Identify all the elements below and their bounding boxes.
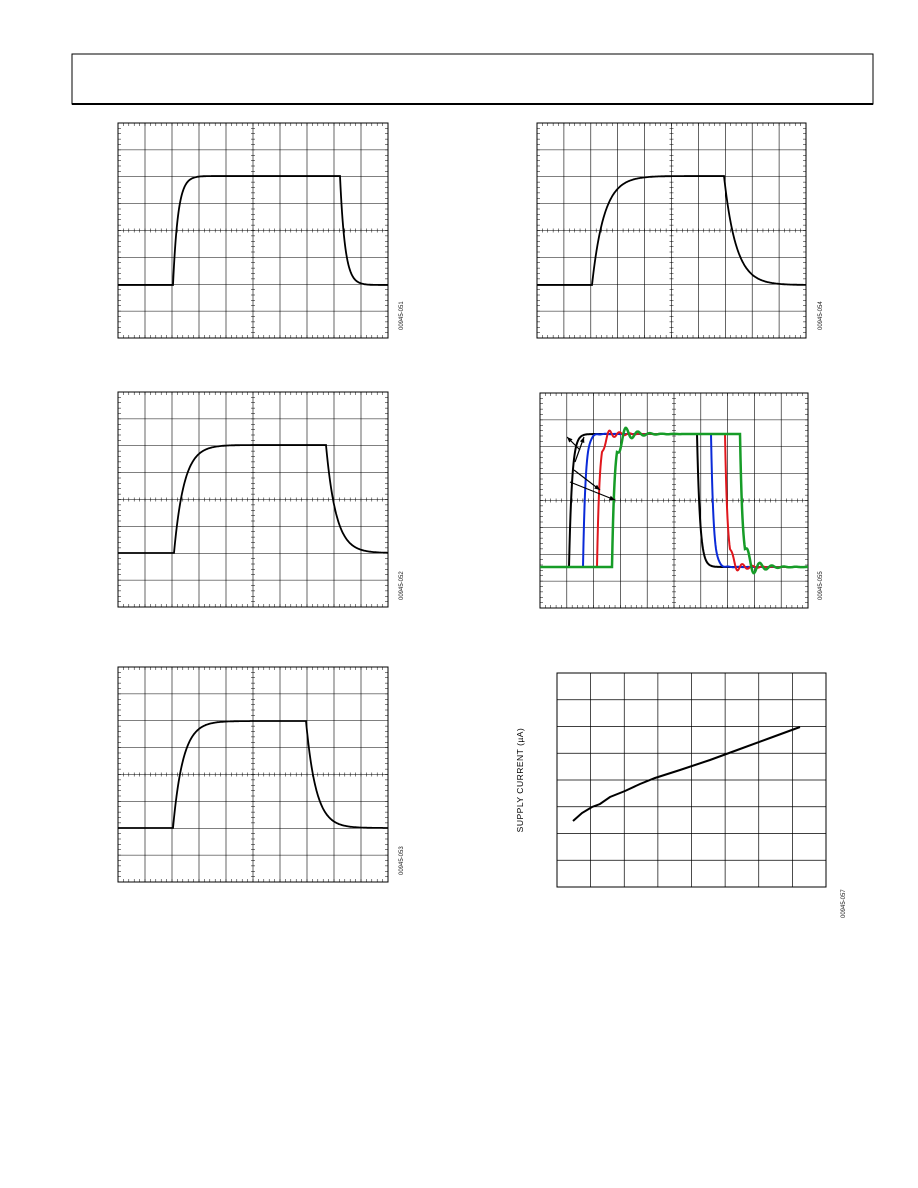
figure-id: 00945-055 xyxy=(818,571,824,600)
figure-id: 00945-057 xyxy=(841,889,847,918)
arrow xyxy=(569,481,616,501)
arrow-head xyxy=(609,495,615,501)
arrow-head xyxy=(579,437,585,443)
waveform xyxy=(118,720,388,829)
figure-id: 00945-054 xyxy=(818,301,824,330)
figure-id: 00945-051 xyxy=(399,301,405,330)
waveform xyxy=(118,175,388,286)
scope-plot: 00945-051 xyxy=(117,122,405,339)
arrow-head xyxy=(567,437,573,443)
waveform xyxy=(118,444,388,554)
arrow-head xyxy=(594,484,600,490)
curve xyxy=(572,726,801,822)
scope-plot: 00945-055 xyxy=(539,392,824,609)
header-box xyxy=(71,53,874,105)
figure-id: 00945-052 xyxy=(399,571,405,600)
waveform xyxy=(537,175,806,286)
y-axis-label: SUPPLY CURRENT (µA) xyxy=(515,728,525,833)
scope-plot: 00945-054 xyxy=(536,122,824,339)
scope-plot: 00945-053 xyxy=(117,666,405,883)
scope-plot: 00945-052 xyxy=(117,391,405,608)
figure-id: 00945-053 xyxy=(399,846,405,875)
waveform xyxy=(540,426,808,575)
